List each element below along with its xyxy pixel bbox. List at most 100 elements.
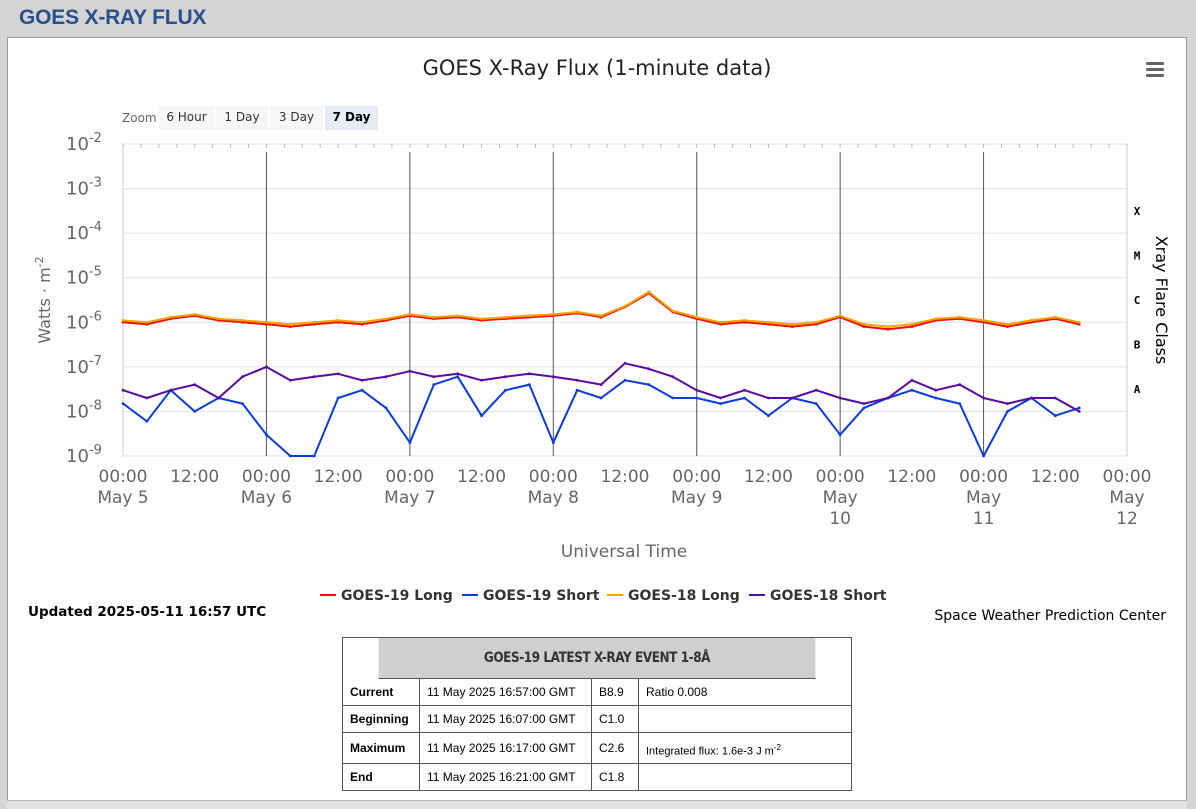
plot-area (122, 143, 1128, 457)
flare-class-label: A (1134, 383, 1141, 396)
data-point (910, 388, 914, 392)
data-point (599, 383, 603, 386)
data-point (288, 378, 292, 382)
data-point (743, 396, 746, 400)
event-title: GOES-19 LATEST X-RAY EVENT 1-8Å (378, 638, 816, 679)
integrated-flux-sup: -2 (773, 742, 781, 752)
data-point (360, 378, 364, 382)
data-point (695, 315, 699, 319)
data-point (265, 433, 268, 437)
x-tick-time: 12:00 (457, 467, 506, 487)
x-tick-time: 12:00 (314, 467, 363, 487)
x-tick-time: 12:00 (601, 467, 650, 487)
data-point (1030, 319, 1033, 322)
data-point (384, 317, 388, 321)
legend-label: GOES-18 Short (770, 588, 887, 604)
data-point (743, 319, 746, 322)
event-row-extra (638, 763, 851, 790)
data-point (958, 383, 962, 386)
data-point (456, 372, 460, 376)
x-tick-date: May 5 (97, 488, 148, 508)
zoom-3-day-button[interactable]: 3 Day (270, 106, 323, 130)
data-point (814, 388, 818, 392)
flare-class-label: C (1134, 294, 1141, 307)
data-point (408, 313, 412, 316)
data-point (790, 322, 794, 326)
x-tick-date: May 10 (823, 488, 858, 529)
data-point (312, 320, 316, 324)
event-row-time: 11 May 2025 16:57:00 GMT (419, 679, 592, 706)
y-tick-label: 10-4 (66, 220, 102, 244)
x-tick-date: May 7 (384, 488, 435, 508)
data-point (814, 402, 818, 405)
data-point (1077, 406, 1081, 410)
data-point (575, 310, 579, 314)
data-point (360, 388, 364, 392)
data-point (551, 441, 555, 444)
data-point (982, 396, 985, 400)
data-point (145, 320, 149, 324)
data-point (241, 319, 244, 322)
data-point (360, 320, 364, 324)
data-point (480, 317, 483, 321)
y-tick-label: 10-5 (66, 265, 102, 289)
event-row-time: 11 May 2025 16:21:00 GMT (419, 763, 592, 790)
data-point (719, 320, 722, 324)
data-point (790, 325, 794, 328)
x-tick-time: 00:00 (529, 467, 578, 487)
zoom-label: Zoom (122, 111, 157, 125)
x-tick-time: 00:00 (99, 467, 148, 487)
data-point (1006, 325, 1009, 328)
data-point (217, 396, 221, 400)
x-tick-time: 12:00 (744, 467, 793, 487)
data-point (265, 320, 268, 324)
data-point (958, 402, 962, 405)
credit-text: Space Weather Prediction Center (934, 608, 1166, 624)
zoom-7-day-button[interactable]: 7 Day (325, 106, 378, 130)
data-point (623, 378, 627, 382)
zoom-1-day-button[interactable]: 1 Day (216, 106, 268, 130)
data-point (623, 361, 627, 365)
table-row: Maximum 11 May 2025 16:17:00 GMT C2.6 In… (343, 732, 851, 764)
x-tick-date: May 9 (671, 488, 722, 508)
data-point (504, 375, 507, 379)
data-point (551, 313, 555, 316)
data-point (528, 372, 531, 376)
data-point (790, 396, 794, 400)
data-point (862, 322, 866, 326)
data-point (695, 388, 699, 392)
x-tick-time: 00:00 (385, 467, 434, 487)
event-row-time: 11 May 2025 16:07:00 GMT (419, 705, 592, 733)
data-point (671, 396, 675, 400)
data-point (1030, 396, 1033, 400)
flare-class-label: B (1134, 339, 1141, 352)
page-title: GOES X-RAY FLUX (19, 6, 207, 29)
page-header: GOES X-RAY FLUX (0, 0, 1196, 38)
data-point (886, 327, 890, 331)
footer-strip (7, 800, 1187, 809)
data-point (599, 396, 603, 400)
x-tick-time: 00:00 (959, 467, 1008, 487)
data-point (814, 320, 818, 324)
right-axis-title: Xray Flare Class (1152, 236, 1171, 365)
data-point (599, 314, 603, 318)
data-point (408, 369, 412, 373)
data-point (934, 388, 938, 392)
data-point (408, 441, 412, 444)
data-point (1006, 410, 1009, 413)
data-point (193, 313, 197, 316)
event-row-time: 11 May 2025 16:17:00 GMT (419, 732, 592, 764)
data-point (623, 304, 627, 308)
data-point (767, 322, 770, 326)
event-rows: Current 11 May 2025 16:57:00 GMT B8.9 Ra… (343, 679, 851, 790)
data-point (1077, 320, 1081, 324)
data-point (265, 365, 268, 369)
data-point (169, 388, 173, 392)
hamburger-menu-icon[interactable] (1146, 62, 1164, 78)
zoom-6-hour-button[interactable]: 6 Hour (159, 106, 214, 130)
data-point (193, 410, 197, 413)
data-point (862, 406, 866, 410)
data-point (719, 402, 722, 405)
data-point (838, 433, 842, 437)
